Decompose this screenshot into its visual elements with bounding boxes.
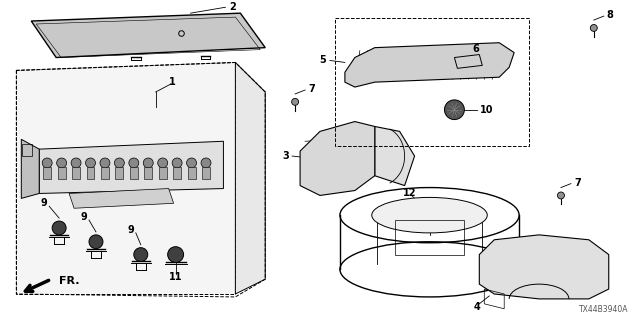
Text: 7: 7 — [574, 178, 580, 188]
Circle shape — [129, 158, 139, 168]
Bar — [101, 167, 109, 179]
Circle shape — [86, 158, 95, 168]
Text: 9: 9 — [80, 212, 87, 222]
Circle shape — [71, 158, 81, 168]
Circle shape — [444, 100, 465, 120]
Circle shape — [172, 158, 182, 168]
Circle shape — [590, 25, 597, 31]
Polygon shape — [479, 235, 609, 299]
Text: TX44B3940A: TX44B3940A — [579, 305, 628, 314]
Circle shape — [292, 98, 299, 105]
Bar — [202, 167, 210, 179]
Polygon shape — [69, 188, 173, 208]
Text: 1: 1 — [169, 77, 176, 87]
Text: 8: 8 — [607, 10, 614, 20]
Circle shape — [557, 192, 564, 199]
Circle shape — [100, 158, 110, 168]
Polygon shape — [21, 139, 39, 198]
Circle shape — [201, 158, 211, 168]
Circle shape — [52, 221, 66, 235]
Circle shape — [42, 158, 52, 168]
Bar — [159, 167, 166, 179]
Bar — [22, 144, 32, 156]
Text: 2: 2 — [229, 2, 236, 12]
Bar — [335, 18, 529, 146]
Text: FR.: FR. — [59, 276, 79, 286]
Bar — [58, 167, 66, 179]
Polygon shape — [236, 62, 265, 294]
Polygon shape — [375, 126, 415, 186]
Circle shape — [168, 247, 184, 262]
Bar — [44, 167, 51, 179]
Bar — [130, 167, 138, 179]
Circle shape — [89, 235, 103, 249]
Bar — [144, 167, 152, 179]
Polygon shape — [17, 62, 236, 294]
Bar — [72, 167, 80, 179]
Text: 9: 9 — [40, 198, 47, 208]
Text: 12: 12 — [403, 188, 417, 198]
Bar — [115, 167, 124, 179]
Text: 5: 5 — [319, 55, 326, 66]
Text: 3: 3 — [282, 151, 289, 161]
Polygon shape — [39, 141, 223, 194]
Polygon shape — [345, 43, 514, 87]
Circle shape — [187, 158, 196, 168]
Circle shape — [143, 158, 153, 168]
Circle shape — [157, 158, 168, 168]
Ellipse shape — [372, 197, 487, 233]
Polygon shape — [300, 122, 375, 196]
Text: 4: 4 — [474, 302, 481, 312]
Polygon shape — [31, 13, 265, 58]
Bar — [173, 167, 181, 179]
Text: 7: 7 — [308, 84, 315, 94]
Bar — [188, 167, 196, 179]
Text: 6: 6 — [472, 44, 479, 54]
Text: 11: 11 — [169, 272, 182, 282]
Circle shape — [57, 158, 67, 168]
Text: 10: 10 — [480, 105, 494, 115]
Circle shape — [134, 248, 148, 261]
Bar — [86, 167, 95, 179]
Circle shape — [115, 158, 124, 168]
Text: 9: 9 — [127, 225, 134, 235]
